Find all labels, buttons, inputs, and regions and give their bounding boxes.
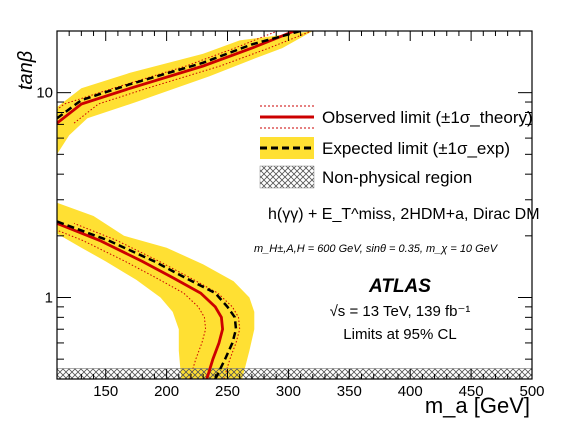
y-tick-label: 10 [36,85,53,102]
x-tick-label: 250 [215,383,240,400]
x-tick-label: 300 [276,383,301,400]
x-tick-label: 500 [519,383,544,400]
legend-nonphysical-swatch [259,165,315,189]
annotation-params: m_H±,A,H = 600 GeV, sinθ = 0.35, m_χ = 1… [254,243,499,255]
x-tick-label: 450 [459,383,484,400]
theory-band-0-1 [57,229,207,379]
plot-frame [56,30,533,380]
atlas-label: ATLAS [368,276,431,297]
nonphysical-layer [57,368,532,379]
series-line-3 [57,31,301,120]
y-tick-label: 1 [45,289,53,306]
annotation-energy: √s = 13 TeV, 139 fb⁻¹ [330,303,471,320]
series-line-0 [57,222,225,379]
series-line-1 [57,31,296,125]
y-axis: 1 10 [36,30,532,380]
annotation-cl: Limits at 95% CL [343,326,456,343]
legend-label-nonphysical: Non-physical region [322,168,472,187]
band-0 [57,202,255,379]
bands-layer [57,31,313,379]
legend: Observed limit (±1σ_theory) Expected lim… [259,105,533,189]
legend-label-expected: Expected limit (±1σ_exp) [322,139,510,158]
y-axis-label: tanβ [15,51,37,90]
x-axis-label: m_a [GeV] [425,393,530,418]
x-tick-label: 400 [398,383,423,400]
x-axis: 150 200 250 300 350 400 450 500 [68,31,545,400]
nonphysical-region [57,368,532,379]
theory-band-0-0 [73,222,241,379]
band-1 [57,31,313,155]
x-tick-label: 350 [337,383,362,400]
x-tick-label: 150 [93,383,118,400]
legend-label-observed: Observed limit (±1σ_theory) [322,108,533,127]
x-tick-label: 200 [154,383,179,400]
annotation-model: h(γγ) + E_T^miss, 2HDM+a, Dirac DM [268,206,540,223]
theory-band-1-1 [57,31,278,111]
lines-layer [57,31,301,379]
theory-band-1-0 [73,31,312,124]
series-line-2 [57,220,238,379]
